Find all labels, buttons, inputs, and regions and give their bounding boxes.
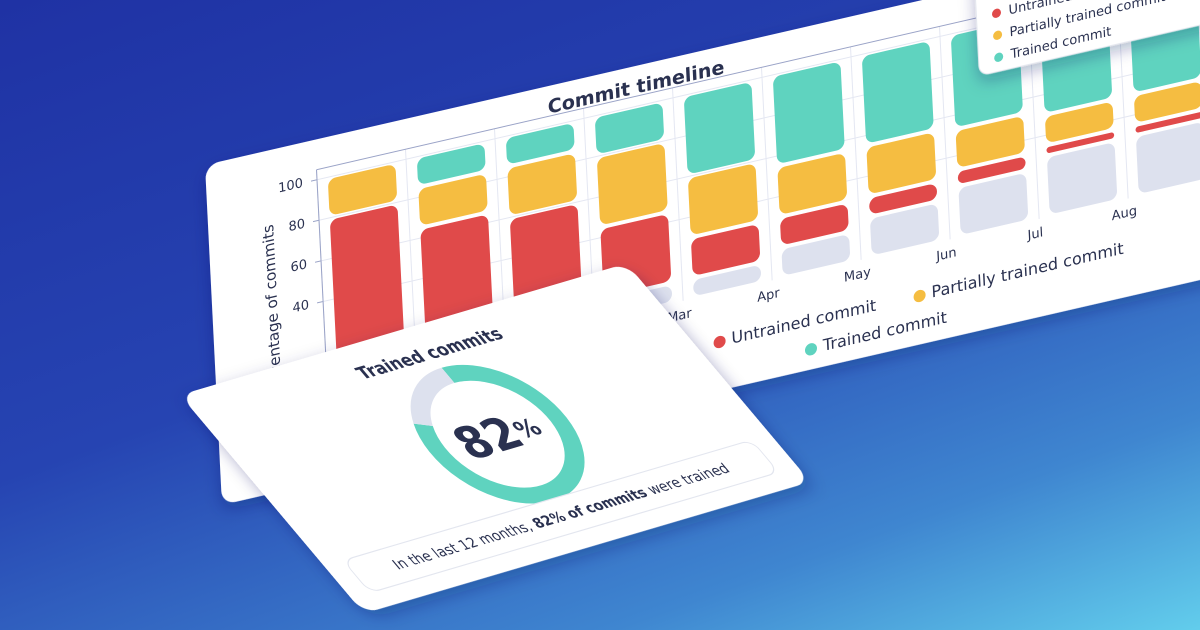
- donut-arc: [413, 364, 585, 504]
- v-grid-line: [672, 87, 684, 301]
- bar-segment: [781, 235, 850, 275]
- tooltip-dot: [991, 8, 1002, 18]
- bar-segment: [688, 164, 758, 234]
- bar-segment: [955, 117, 1025, 167]
- bar-segment: [958, 174, 1028, 234]
- donut-arc: [410, 367, 455, 427]
- bar-segment: [597, 144, 668, 224]
- legend-dot: [804, 343, 818, 356]
- bar-segment: [780, 205, 849, 244]
- legend-dot: [913, 289, 926, 303]
- v-grid-line: [850, 46, 862, 260]
- bar-segment: [418, 175, 488, 225]
- y-tick-label: 40: [292, 298, 309, 317]
- y-tick-label: 60: [290, 257, 307, 276]
- bar-segment: [773, 62, 845, 163]
- bar-segment: [777, 154, 847, 214]
- bar-segment: [1047, 143, 1117, 213]
- tooltip-dot: [993, 30, 1003, 40]
- x-tick-label: Aug: [1111, 204, 1137, 225]
- legend-dot: [713, 335, 726, 349]
- bar-segment: [506, 124, 575, 164]
- x-tick-label: May: [844, 265, 872, 286]
- x-tick-label: Jul: [1026, 225, 1043, 244]
- bar-segment: [691, 225, 760, 275]
- bar-segment: [870, 204, 939, 254]
- bar-segment: [1134, 82, 1200, 122]
- tick-mark: [317, 301, 324, 304]
- tooltip-bg: [972, 0, 1200, 75]
- bar-segment: [1136, 123, 1200, 193]
- bar-segment: [862, 42, 934, 143]
- bar-segment: [507, 154, 577, 214]
- y-tick-label: 100: [278, 176, 304, 196]
- bar-segment: [328, 165, 397, 215]
- bar-segment: [866, 133, 936, 193]
- card-bg: [187, 266, 804, 611]
- caption-box: [347, 441, 775, 591]
- x-tick-label: Jun: [935, 245, 957, 265]
- top-border: [316, 0, 1200, 171]
- tooltip-dot: [994, 52, 1004, 62]
- bar-segment: [869, 184, 937, 214]
- trained-card: Trained commits 82% In the last 12 month…: [187, 266, 804, 611]
- y-tick-label: 80: [288, 217, 305, 236]
- tick-mark: [310, 179, 318, 182]
- y-axis: [316, 169, 328, 383]
- bar-segment: [1045, 103, 1114, 142]
- bar-segment: [330, 205, 405, 367]
- bar-segment: [684, 83, 755, 173]
- bar-segment: [1046, 132, 1115, 153]
- tooltip: AugustNon codeUntrained commitPartially …: [972, 0, 1200, 75]
- x-tick-label: Apr: [757, 286, 781, 306]
- bar-segment: [693, 266, 761, 295]
- tick-mark: [315, 260, 322, 263]
- bar-segment: [1135, 112, 1200, 133]
- bar-segment: [957, 157, 1026, 183]
- bar-segment: [595, 103, 664, 153]
- v-grid-line: [939, 26, 951, 240]
- tick-mark: [313, 219, 320, 223]
- bar-segment: [417, 144, 486, 184]
- v-grid-line: [761, 67, 773, 281]
